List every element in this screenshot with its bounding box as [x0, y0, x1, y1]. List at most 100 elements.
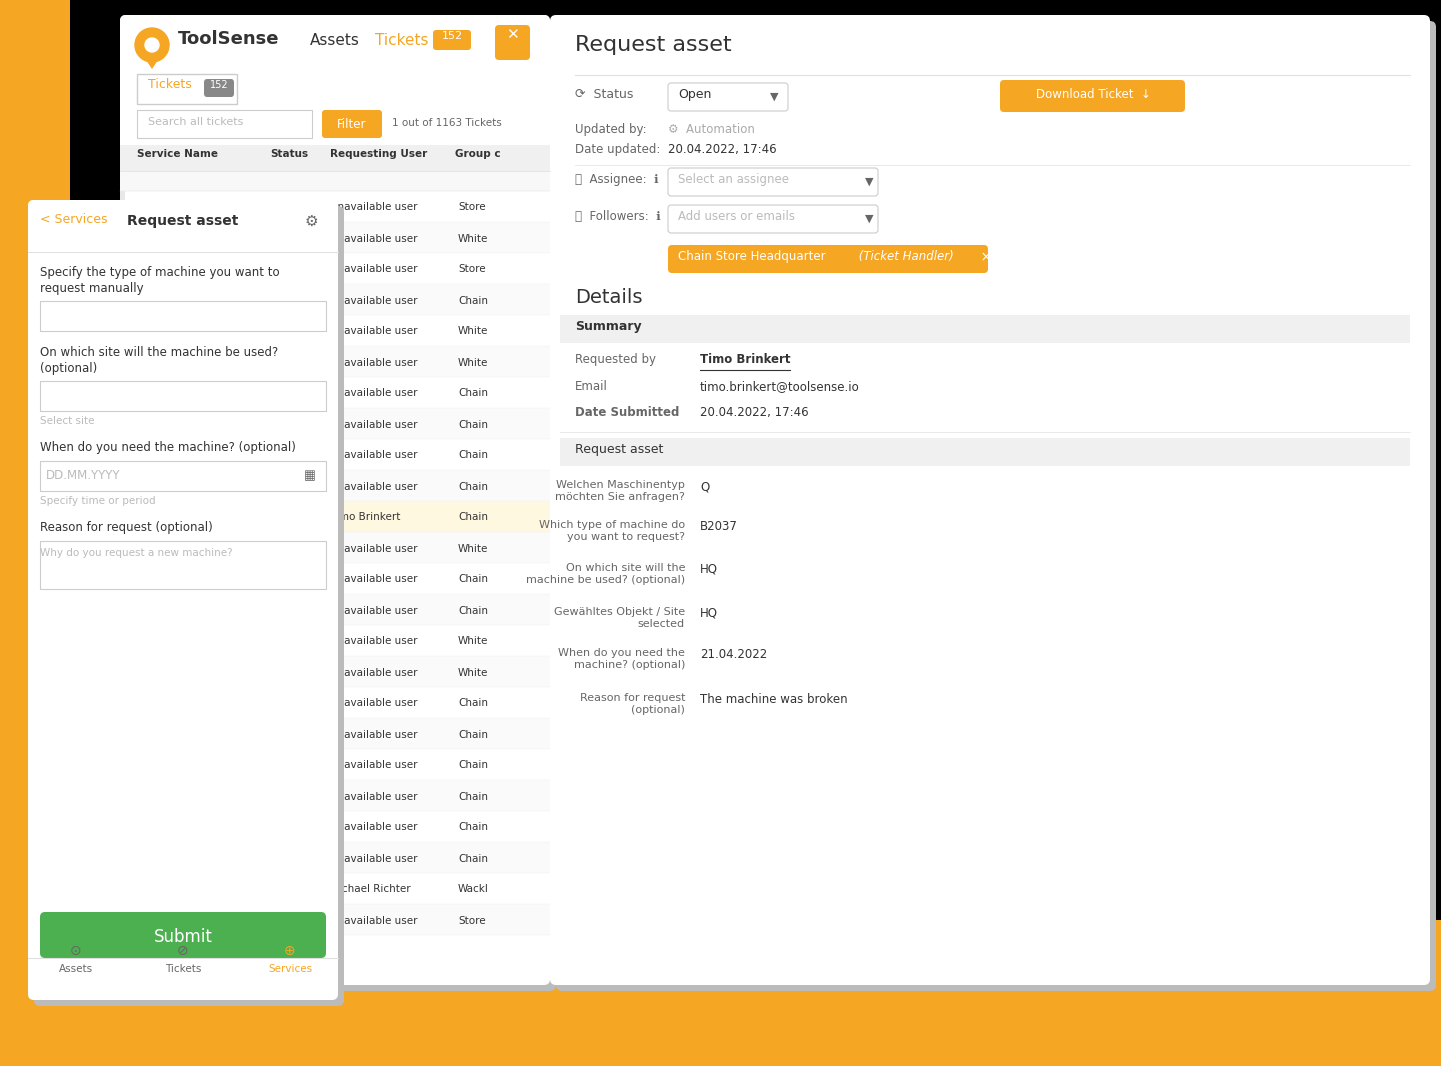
Text: When do you need the
machine? (optional): When do you need the machine? (optional): [558, 648, 684, 669]
Bar: [120, 532, 550, 563]
Text: Assets: Assets: [310, 33, 360, 48]
Text: Unavailable user: Unavailable user: [330, 482, 418, 491]
Bar: [120, 191, 550, 222]
Text: Unavailable user: Unavailable user: [330, 729, 418, 740]
Bar: [120, 811, 125, 842]
Text: ⊙: ⊙: [71, 944, 82, 958]
FancyBboxPatch shape: [120, 15, 550, 985]
Bar: [120, 439, 125, 470]
Circle shape: [146, 38, 159, 52]
Text: Chain: Chain: [458, 513, 488, 522]
Bar: [120, 594, 125, 625]
Text: Chain: Chain: [458, 729, 488, 740]
Bar: [120, 749, 125, 780]
Text: Services: Services: [268, 964, 313, 974]
Text: Chain: Chain: [458, 791, 488, 802]
Bar: [120, 656, 125, 687]
Text: 👤  Assignee:  ℹ: 👤 Assignee: ℹ: [575, 173, 659, 185]
Bar: [120, 718, 550, 749]
Text: White: White: [458, 326, 488, 337]
Text: 152: 152: [210, 80, 228, 90]
Bar: [0, 0, 35, 1066]
Bar: [120, 749, 550, 780]
Bar: [120, 532, 125, 563]
Bar: [120, 470, 550, 501]
Bar: [120, 563, 125, 594]
Bar: [120, 470, 125, 501]
FancyBboxPatch shape: [432, 30, 471, 50]
FancyBboxPatch shape: [205, 79, 233, 97]
FancyBboxPatch shape: [1000, 80, 1185, 112]
Bar: [120, 253, 550, 284]
Text: Store: Store: [458, 264, 486, 275]
Text: Unavailable user: Unavailable user: [330, 420, 418, 430]
Text: ▼: ▼: [769, 92, 778, 102]
Text: Unavailable user: Unavailable user: [330, 544, 418, 553]
Text: Unavailable user: Unavailable user: [330, 451, 418, 461]
Text: Chain: Chain: [458, 823, 488, 833]
Text: < Services: < Services: [40, 213, 108, 226]
Bar: [561, 438, 1409, 466]
Text: Unavailable user: Unavailable user: [330, 295, 418, 306]
Bar: [40, 542, 326, 589]
Text: When do you need the machine? (optional): When do you need the machine? (optional): [40, 441, 295, 454]
Text: Michael Richter: Michael Richter: [330, 885, 411, 894]
Text: White: White: [458, 667, 488, 678]
FancyBboxPatch shape: [496, 25, 530, 60]
Text: Unavailable user: Unavailable user: [330, 605, 418, 615]
Text: (Ticket Handler): (Ticket Handler): [855, 251, 954, 263]
Bar: [120, 253, 125, 284]
Text: ⚙: ⚙: [304, 214, 318, 229]
Bar: [120, 842, 125, 873]
Bar: [1079, 920, 1441, 1066]
Text: 21.04.2022: 21.04.2022: [700, 648, 767, 661]
Text: Select site: Select site: [40, 416, 95, 426]
Text: Service Name: Service Name: [137, 149, 218, 159]
Text: Unavailable user: Unavailable user: [330, 636, 418, 646]
FancyBboxPatch shape: [669, 205, 878, 233]
Text: White: White: [458, 357, 488, 368]
Text: Request asset: Request asset: [575, 443, 663, 456]
Bar: [40, 381, 326, 411]
Bar: [120, 408, 550, 439]
Text: Tickets: Tickets: [164, 964, 202, 974]
Text: White: White: [458, 233, 488, 243]
Text: Wackl: Wackl: [458, 885, 488, 894]
Text: timo.brinkert@toolsense.io: timo.brinkert@toolsense.io: [700, 379, 860, 393]
Text: Unavailable user: Unavailable user: [330, 760, 418, 771]
Bar: [120, 873, 125, 904]
Bar: [120, 314, 550, 346]
Text: ✕: ✕: [506, 27, 519, 42]
FancyBboxPatch shape: [120, 15, 550, 75]
Text: Chain Store Headquarter: Chain Store Headquarter: [679, 251, 826, 263]
Text: Unavailable user: Unavailable user: [330, 854, 418, 863]
Text: Unavailable user: Unavailable user: [330, 575, 418, 584]
Text: On which site will the machine be used?: On which site will the machine be used?: [40, 346, 278, 359]
Bar: [137, 74, 236, 104]
Text: Assets: Assets: [59, 964, 94, 974]
Text: Status: Status: [269, 149, 308, 159]
Bar: [120, 314, 125, 346]
Text: 152: 152: [441, 31, 463, 41]
Bar: [120, 222, 550, 253]
Text: Open: Open: [679, 88, 712, 101]
Bar: [40, 461, 326, 491]
Bar: [120, 563, 550, 594]
Bar: [120, 377, 125, 408]
Bar: [120, 594, 550, 625]
Bar: [137, 110, 313, 138]
Text: Unavailable user: Unavailable user: [330, 233, 418, 243]
Bar: [120, 377, 550, 408]
Text: Which type of machine do
you want to request?: Which type of machine do you want to req…: [539, 520, 684, 542]
FancyBboxPatch shape: [40, 912, 326, 958]
Polygon shape: [144, 56, 160, 69]
Text: Filter: Filter: [337, 118, 367, 131]
Bar: [120, 145, 550, 171]
FancyBboxPatch shape: [669, 168, 878, 196]
Text: request manually: request manually: [40, 282, 144, 295]
Text: Download Ticket  ↓: Download Ticket ↓: [1036, 88, 1150, 101]
Text: Chain: Chain: [458, 760, 488, 771]
FancyBboxPatch shape: [27, 200, 339, 1000]
Text: Specify time or period: Specify time or period: [40, 496, 156, 506]
Bar: [120, 873, 550, 904]
